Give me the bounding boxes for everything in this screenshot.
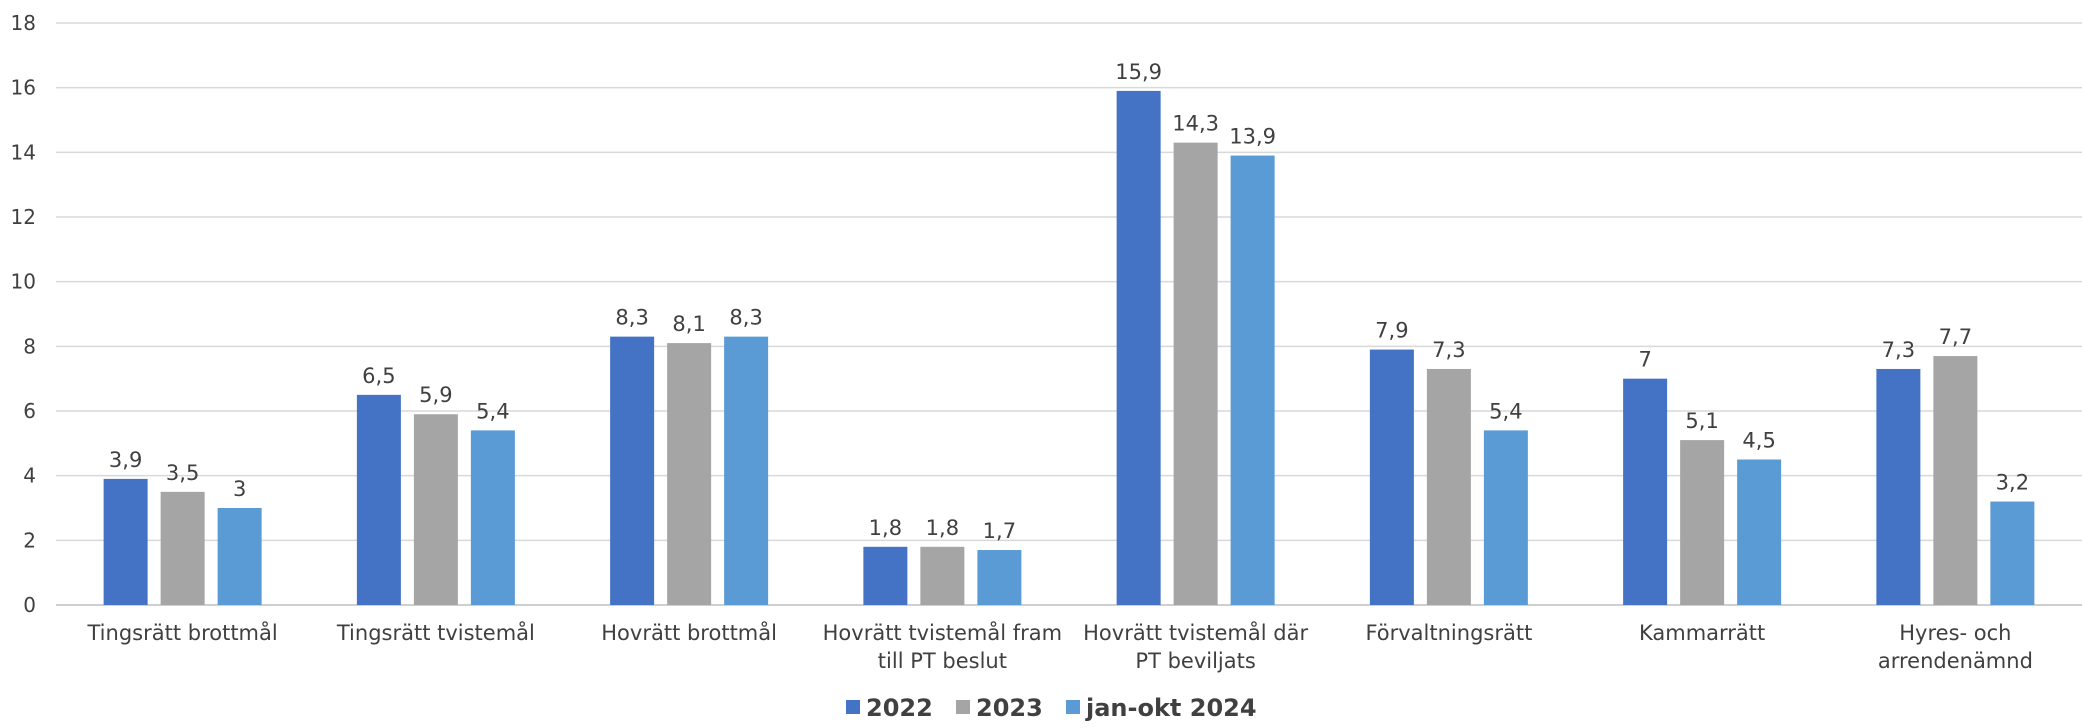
- bar: [1369, 349, 1414, 605]
- data-label: 4,5: [1742, 429, 1775, 453]
- data-label: 5,1: [1685, 409, 1718, 433]
- category-label: Hovrätt tvistemål där: [1083, 620, 1308, 645]
- y-tick-label: 0: [23, 593, 36, 617]
- bar: [863, 546, 908, 605]
- y-tick-label: 2: [23, 528, 36, 552]
- data-label: 7,3: [1432, 338, 1465, 362]
- bar: [1483, 430, 1528, 605]
- category-label: PT beviljats: [1135, 649, 1255, 673]
- data-labels: 3,9 3,5 3 6,5 5,9 5,4 8,3 8,1 8,3 1,8 1,8 1,7 15,9 14…: [109, 60, 2029, 543]
- bar: [977, 550, 1022, 605]
- bar: [1426, 368, 1471, 605]
- data-label: 3,5: [166, 461, 199, 485]
- data-label: 6,5: [362, 364, 395, 388]
- bar: [160, 491, 205, 605]
- legend-swatch: [1066, 700, 1080, 714]
- bar: [103, 478, 148, 605]
- data-label: 5,4: [476, 399, 509, 423]
- bars: [103, 90, 2035, 606]
- bar: [1933, 356, 1978, 605]
- y-tick-label: 4: [23, 464, 36, 488]
- data-label: 8,1: [672, 312, 705, 336]
- data-label: 1,7: [983, 519, 1016, 543]
- bar: [724, 336, 769, 605]
- legend-swatch: [846, 700, 860, 714]
- bar: [1116, 90, 1161, 605]
- data-label: 8,3: [615, 306, 648, 330]
- category-labels: Tingsrätt brottmål Tingsrätt tvistemål Hov…: [87, 620, 2033, 673]
- bar: [1680, 440, 1725, 605]
- bar: [667, 343, 712, 605]
- legend: 2022 2023 jan-okt 2024: [846, 694, 1257, 722]
- legend-label: jan-okt 2024: [1085, 694, 1257, 722]
- category-label: Tingsrätt tvistemål: [336, 620, 535, 645]
- data-label: 3: [233, 477, 246, 501]
- data-label: 7,9: [1375, 319, 1408, 343]
- data-label: 7,7: [1939, 325, 1972, 349]
- y-tick-label: 6: [23, 399, 36, 423]
- legend-label: 2022: [866, 694, 933, 722]
- data-label: 7,3: [1882, 338, 1915, 362]
- y-tick-label: 18: [11, 11, 36, 35]
- category-label: Hovrätt tvistemål fram: [823, 620, 1063, 645]
- bar: [1990, 501, 2035, 605]
- y-tick-label: 16: [11, 76, 36, 100]
- category-label: Förvaltningsrätt: [1365, 621, 1532, 645]
- bar: [217, 508, 262, 605]
- data-label: 3,2: [1996, 471, 2029, 495]
- data-label: 1,8: [869, 516, 902, 540]
- bar: [1737, 459, 1782, 605]
- data-label: 5,9: [419, 383, 452, 407]
- bar: [356, 394, 401, 605]
- bar: [610, 336, 655, 605]
- y-tick-label: 10: [11, 270, 36, 294]
- data-label: 5,4: [1489, 399, 1522, 423]
- y-tick-label: 8: [23, 334, 36, 358]
- bar: [470, 430, 515, 605]
- data-label: 14,3: [1172, 112, 1219, 136]
- legend-label: 2023: [976, 694, 1043, 722]
- bar: [1173, 142, 1218, 605]
- bar: [1623, 378, 1668, 605]
- y-axis-ticks: 0 2 4 6 8 10 12 14 16 18: [11, 11, 36, 617]
- category-label: Tingsrätt brottmål: [87, 620, 278, 645]
- data-label: 1,8: [926, 516, 959, 540]
- bar: [413, 414, 458, 605]
- category-label: Hovrätt brottmål: [601, 620, 777, 645]
- category-label: arrendenämnd: [1878, 649, 2033, 673]
- bar: [1876, 368, 1921, 605]
- data-label: 3,9: [109, 448, 142, 472]
- category-label: till PT beslut: [878, 649, 1007, 673]
- data-label: 15,9: [1115, 60, 1162, 84]
- data-label: 8,3: [729, 306, 762, 330]
- legend-swatch: [956, 700, 970, 714]
- y-tick-label: 12: [11, 205, 36, 229]
- category-label: Hyres- och: [1899, 621, 2011, 645]
- y-tick-label: 14: [11, 140, 36, 164]
- category-label: Kammarrätt: [1639, 621, 1765, 645]
- data-label: 13,9: [1229, 125, 1276, 149]
- bar: [920, 546, 965, 605]
- data-label: 7: [1638, 348, 1651, 372]
- bar: [1230, 155, 1275, 606]
